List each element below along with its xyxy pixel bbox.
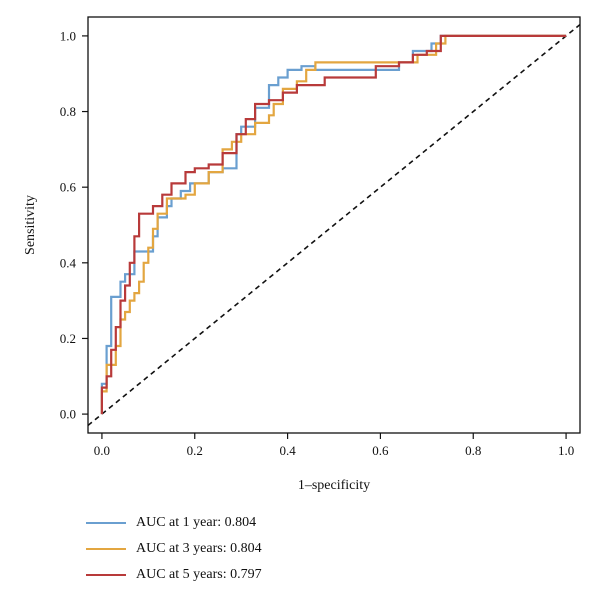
- legend: AUC at 1 year: 0.804 AUC at 3 years: 0.8…: [86, 510, 262, 588]
- y-tick-label: 0.8: [60, 104, 76, 119]
- legend-item-5-years: AUC at 5 years: 0.797: [86, 562, 262, 588]
- x-tick-label: 0.8: [465, 443, 481, 458]
- roc-curve-series-2: [100, 34, 567, 415]
- x-axis-label: 1–specificity: [298, 478, 370, 493]
- roc-chart: 0.0 0.2 0.4 0.6 0.8 1.0 0.0 0.2 0.4 0.6 0.8 1.0 1–s…: [23, 16, 581, 493]
- x-tick-label: 0.2: [187, 443, 203, 458]
- reference-diagonal-layer: [87, 23, 581, 427]
- roc-curve-series-3: [100, 34, 567, 415]
- reference-diagonal-line: [87, 23, 581, 427]
- plot-frame: [87, 16, 581, 434]
- x-tick-label: 0.6: [372, 443, 389, 458]
- x-tick-label: 0.4: [279, 443, 296, 458]
- y-tick-label: 0.4: [60, 255, 77, 270]
- y-tick-label: 0.6: [60, 180, 77, 195]
- axis-layer: 0.0 0.2 0.4 0.6 0.8 1.0 0.0 0.2 0.4 0.6 0.8 1.0: [60, 28, 574, 458]
- legend-label-3-years: AUC at 3 years: 0.804: [136, 541, 262, 556]
- legend-swatch-1-year: [86, 522, 126, 524]
- legend-item-3-years: AUC at 3 years: 0.804: [86, 536, 262, 562]
- y-tick-label: 0.2: [60, 331, 76, 346]
- legend-item-1-year: AUC at 1 year: 0.804: [86, 510, 262, 536]
- y-tick-label: 0.0: [60, 407, 76, 422]
- legend-label-5-years: AUC at 5 years: 0.797: [136, 567, 262, 582]
- legend-swatch-5-years: [86, 574, 126, 576]
- x-tick-label: 0.0: [94, 443, 110, 458]
- legend-swatch-3-years: [86, 548, 126, 550]
- series-layer: [100, 34, 567, 415]
- y-tick-label: 1.0: [60, 28, 76, 43]
- y-axis-label: Sensitivity: [23, 195, 38, 255]
- x-tick-label: 1.0: [558, 443, 574, 458]
- legend-label-1-year: AUC at 1 year: 0.804: [136, 515, 257, 530]
